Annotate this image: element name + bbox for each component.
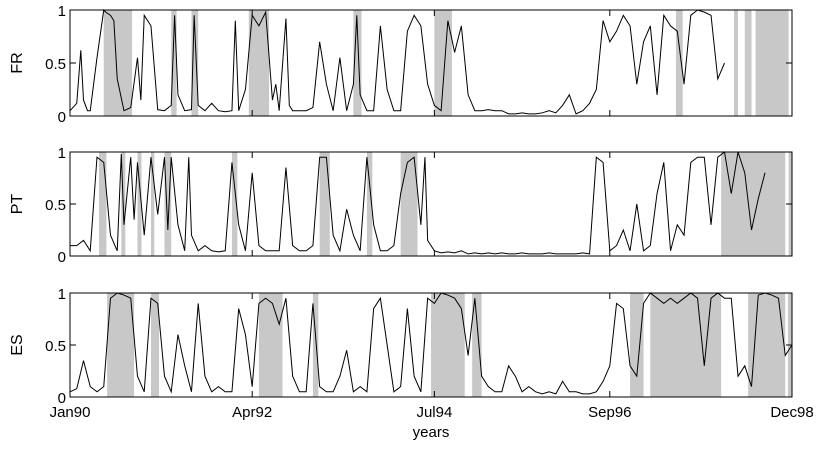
panel-0-series-line [69, 8, 725, 115]
x-tick-label-4: Dec98 [770, 404, 813, 421]
panel-0-shaded-region-8 [744, 10, 752, 116]
x-tick-label-1: Apr92 [232, 404, 272, 421]
panel-1-axes-box [69, 151, 793, 257]
panel-2-shaded-region-3 [312, 293, 319, 397]
panel-0-shaded-region-2 [191, 10, 199, 116]
panel-1-shaded-region-5 [231, 152, 238, 256]
panel-2-y-tick-label-1: 0.5 [45, 338, 66, 355]
panel-2-shaded-region-6 [630, 293, 644, 397]
panel-2-shaded-region-2 [258, 293, 283, 397]
panel-0-y-tick-label-2: 1 [58, 3, 66, 20]
panel-1-shaded-region-4 [164, 152, 172, 256]
panel-2-y-axis-label: ES [9, 334, 26, 355]
panel-0-shaded-region-3 [248, 10, 270, 116]
panel-2-series-line [69, 292, 793, 395]
panel-2-y-tick-label-2: 1 [58, 286, 66, 303]
panel-1-shaded-region-9 [721, 152, 786, 256]
panel-1-shaded-region-2 [137, 152, 142, 256]
panel-0-y-axis-label: FR [9, 52, 26, 73]
panel-0-shaded-region-6 [675, 10, 683, 116]
panel-0-y-tick-label-1: 0.5 [45, 56, 66, 73]
panel-2-shaded-region-0 [107, 293, 135, 397]
panel-0-shaded-region-4 [353, 10, 362, 116]
panel-0-shaded-region-9 [755, 10, 789, 116]
panel-2-shaded-region-4 [431, 293, 465, 397]
panel-1-series-line [70, 151, 766, 255]
panel-1-shaded-region-8 [400, 152, 418, 256]
panel-1-shaded-region-3 [150, 152, 155, 256]
x-tick-label-0: Jan90 [50, 404, 91, 421]
panel-0-shaded-region-7 [733, 10, 739, 116]
panel-0-y-tick-label-0: 0 [58, 109, 66, 126]
panel-0-shaded-region-5 [434, 10, 452, 116]
panel-2-shaded-region-5 [472, 293, 482, 397]
panel-0-shaded-region-1 [171, 10, 177, 116]
panel-1-y-tick-label-1: 0.5 [45, 197, 66, 214]
panel-2-shaded-region-7 [650, 293, 722, 397]
x-tick-label-3: Sep96 [588, 404, 631, 421]
panel-0-shaded-region-0 [103, 10, 133, 116]
panel-1-shaded-region-6 [319, 152, 330, 256]
panel-1-shaded-region-7 [366, 152, 373, 256]
panel-1-y-tick-label-0: 0 [58, 249, 66, 266]
panel-2-shaded-region-1 [150, 293, 160, 397]
x-tick-label-2: Jul94 [416, 404, 452, 421]
panel-2-y-tick-label-0: 0 [58, 390, 66, 407]
panel-1-shaded-region-0 [99, 152, 107, 256]
x-axis-label: years [413, 424, 450, 441]
panel-0-axes-box [69, 9, 793, 117]
panel-1-y-axis-label: PT [9, 194, 26, 215]
panel-1-y-tick-label-2: 1 [58, 145, 66, 162]
